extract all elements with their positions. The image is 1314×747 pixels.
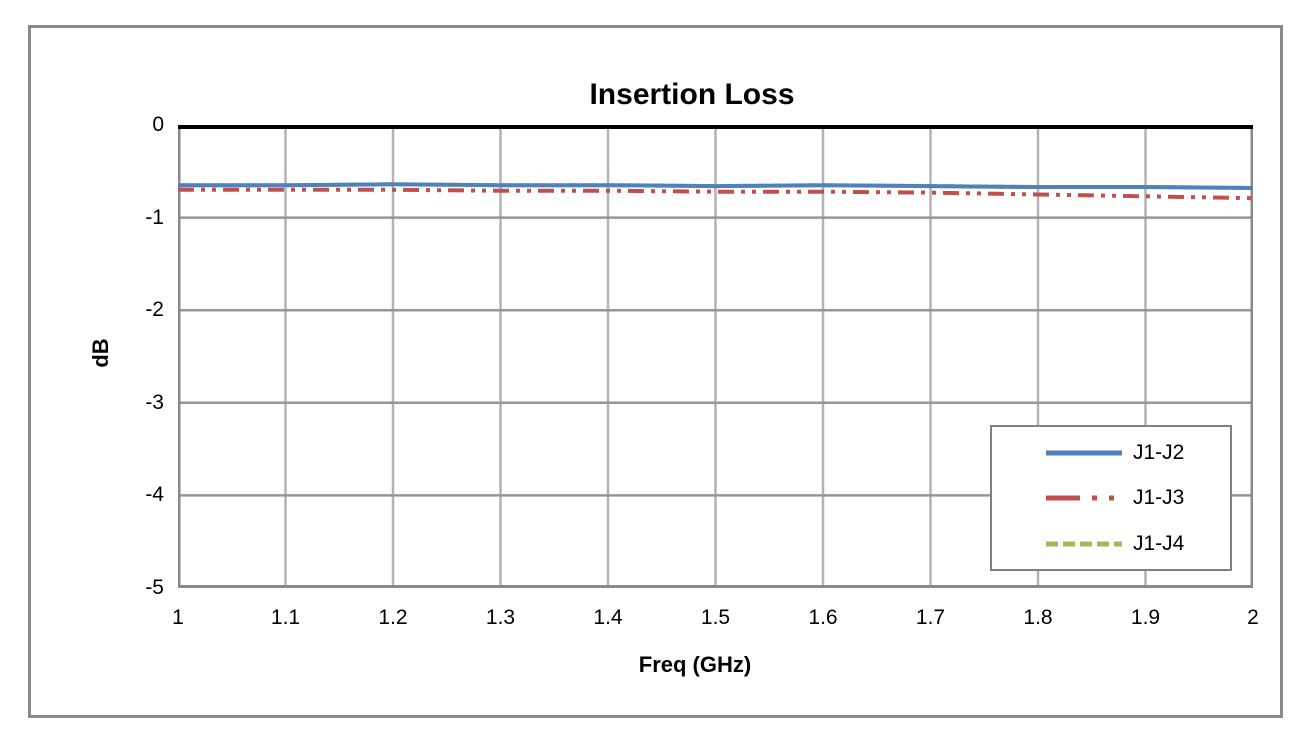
chart-frame [28,25,1283,718]
y-tick-label: -3 [145,390,164,414]
legend-item: J1-J3 [992,478,1230,518]
x-tick-label: 1 [172,606,184,629]
x-axis-title: Freq (GHz) [638,652,752,677]
x-tick-label: 1.9 [1130,606,1161,629]
x-tick-label: 1.8 [1023,606,1053,629]
y-tick-label: 0 [152,113,164,136]
x-tick-label: 1.6 [808,606,838,629]
y-axis-title: dB [88,338,113,368]
x-tick-label: 1.3 [485,606,516,629]
chart-title: Insertion Loss [589,78,795,111]
x-tick-label: 1.4 [593,606,623,629]
legend-item: J1-J2 [992,433,1230,473]
y-tick-label: -1 [145,205,164,229]
legend-item: J1-J4 [992,524,1230,564]
legend-item-label: J1-J4 [1133,531,1185,555]
x-tick-label: 1.1 [270,606,301,629]
x-tick-label: 2 [1247,606,1259,629]
x-tick-label: 1.7 [915,606,946,629]
chart-legend: J1-J2 J1-J3 J1-J4 [990,425,1232,571]
y-tick-label: -4 [145,483,164,507]
legend-line-swatch [1046,541,1122,546]
y-tick-label: -2 [145,298,164,322]
legend-line-swatch [1046,495,1122,501]
legend-line-swatch [1046,450,1122,455]
legend-item-label: J1-J3 [1133,486,1185,509]
y-tick-label: -5 [145,576,164,599]
x-tick-label: 1.2 [378,606,408,629]
series-line-J1-J2 [178,182,1253,190]
legend-item-label: J1-J2 [1133,440,1185,464]
x-tick-label: 1.5 [700,606,731,629]
plot-area [178,125,1253,588]
